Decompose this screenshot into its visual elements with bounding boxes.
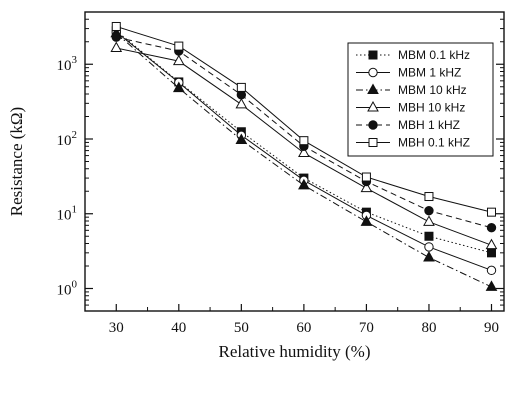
data-point-triangle <box>485 280 498 291</box>
data-point-triangle <box>360 215 373 226</box>
y-tick-label: 103 <box>57 54 78 74</box>
data-point-triangle <box>172 54 185 66</box>
plot-frame <box>84 11 505 312</box>
data-point-square <box>111 21 121 31</box>
data-point-circle <box>368 120 378 130</box>
x-tick-label: 80 <box>421 320 436 336</box>
x-tick-label: 40 <box>171 320 186 336</box>
data-point-square <box>486 207 496 217</box>
legend-label: MBH 10 kHz <box>398 101 465 115</box>
data-point-square <box>424 231 434 241</box>
data-point-circle <box>486 265 497 276</box>
data-point-triangle <box>110 41 123 52</box>
data-point-square <box>174 41 184 51</box>
x-tick-label: 70 <box>359 320 374 336</box>
series-layer <box>110 21 498 291</box>
data-point-triangle <box>360 181 373 193</box>
x-axis-title: Relative humidity (%) <box>218 342 370 361</box>
data-point-triangle <box>298 178 310 190</box>
x-tick-label: 60 <box>296 320 311 336</box>
y-tick-label: 100 <box>57 278 78 298</box>
data-point-triangle <box>423 250 435 262</box>
series-group <box>111 21 496 217</box>
legend-label: MBM 1 kHZ <box>398 66 461 80</box>
legend: MBM 0.1 kHz MBM 1 kHZ MBM 10 kHz MBH 10 kHz… <box>347 42 494 157</box>
series-group <box>110 41 498 250</box>
data-point-triangle <box>298 146 310 157</box>
data-point-circle <box>424 205 434 216</box>
data-point-circle <box>111 32 121 42</box>
data-point-triangle <box>172 81 185 93</box>
data-point-square <box>486 248 496 258</box>
data-point-square <box>299 136 309 146</box>
legend-label: MBH 1 kHZ <box>398 118 460 132</box>
data-point-circle <box>486 223 497 233</box>
x-tick-label: 90 <box>484 320 499 336</box>
data-point-triangle <box>485 238 498 250</box>
legend-label: MBH 0.1 kHZ <box>398 136 470 150</box>
data-point-square <box>368 138 378 147</box>
x-tick-label: 30 <box>109 320 124 336</box>
data-point-square <box>361 172 371 182</box>
data-point-square <box>424 192 434 202</box>
data-point-circle <box>424 242 434 252</box>
data-point-circle <box>368 67 378 78</box>
data-point-triangle <box>423 215 435 226</box>
legend-label: MBM 0.1 kHz <box>398 48 470 62</box>
data-point-triangle <box>367 83 379 94</box>
y-tick-labels: 100 101 102 103 <box>57 54 78 298</box>
legend-box <box>347 42 494 157</box>
legend-label: MBM 10 kHz <box>398 83 467 97</box>
x-tick-label: 50 <box>234 320 249 336</box>
x-tick-labels: 30 40 50 60 70 80 90 <box>109 320 499 336</box>
y-tick-label: 101 <box>57 204 78 224</box>
data-point-triangle <box>235 133 248 144</box>
y-axis-title: Resistance (kΩ) <box>7 107 26 216</box>
data-point-triangle <box>367 100 379 112</box>
data-point-square <box>236 82 246 92</box>
y-tick-label: 102 <box>57 129 78 149</box>
data-point-triangle <box>235 97 248 109</box>
data-point-square <box>368 50 378 60</box>
